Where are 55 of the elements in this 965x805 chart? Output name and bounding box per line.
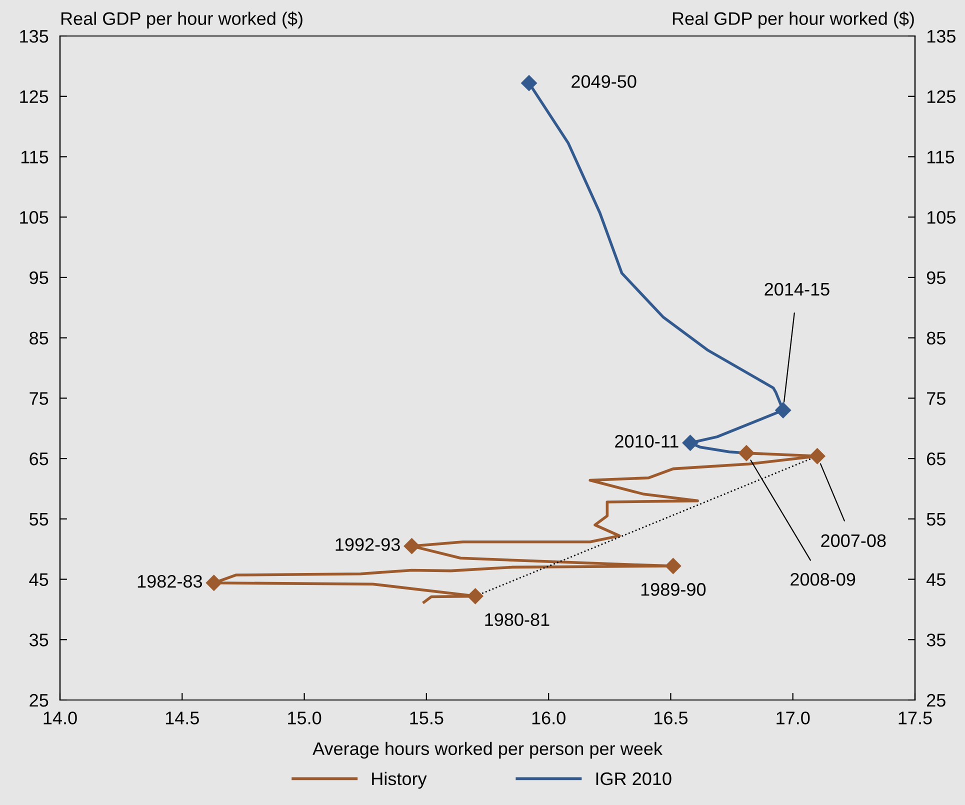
annotation: 1992-93	[336, 538, 400, 551]
y2-tick-label: 25	[927, 694, 946, 707]
point	[467, 588, 484, 604]
y-tick-label: 65	[30, 452, 48, 466]
point	[206, 574, 222, 592]
x-tick-label: 17.5	[898, 712, 932, 724]
y-tick-label: 35	[29, 634, 48, 646]
y2-tick-label: 125	[927, 90, 956, 104]
legend-label: History	[372, 772, 427, 789]
y-tick-label: 125	[20, 90, 48, 104]
y-tick-label: 115	[21, 150, 48, 164]
y2-tick-label: 55	[926, 513, 946, 526]
annotation: 2007-08	[821, 534, 886, 548]
y-tick-label: 95	[30, 271, 48, 284]
y2-tick-label: 65	[927, 452, 946, 466]
y-tick-label: 75	[30, 392, 48, 405]
y-tick-label: 25	[30, 694, 48, 707]
x-tick-label: 16.0	[532, 712, 566, 724]
point	[682, 434, 698, 452]
y-tick-label: 135	[20, 30, 48, 43]
x-tick-label: 17.0	[776, 712, 810, 724]
x-tick-label: 14.5	[166, 712, 199, 724]
y2-tick-label: 75	[927, 392, 946, 405]
x-tick-label: 14.0	[44, 712, 77, 724]
annotation: 2010-11	[615, 434, 678, 448]
x-axis-title: Average hours worked per person per week	[312, 742, 663, 759]
annotation: 1982-83	[138, 574, 202, 588]
y2-tick-label: 45	[926, 573, 946, 586]
legend-label: IGR 2010	[596, 772, 672, 786]
point	[520, 74, 538, 92]
annotation: 2014-15	[764, 282, 830, 296]
x-tick-label: 15.0	[288, 712, 322, 724]
y2-tick-label: 35	[926, 634, 946, 646]
point	[809, 448, 826, 464]
x-tick-label: 15.5	[410, 712, 444, 724]
y2-axis-title: Real GDP per hour worked ($)	[672, 11, 914, 29]
point	[664, 558, 682, 574]
point	[738, 444, 755, 462]
annotation: 1989-90	[641, 583, 706, 596]
point	[404, 538, 420, 554]
annotation: 2049-50	[572, 75, 636, 88]
annotation: 1980-81	[485, 613, 550, 626]
annotation: 2008-09	[790, 572, 856, 586]
y2-tick-label: 105	[927, 211, 956, 224]
y2-tick-label: 85	[926, 332, 946, 345]
y2-tick-label: 135	[927, 30, 956, 43]
y-tick-label: 105	[20, 211, 48, 224]
y-tick-label: 45	[29, 573, 48, 586]
y-tick-label: 85	[30, 332, 48, 345]
point	[774, 402, 792, 418]
y-tick-label: 55	[30, 513, 48, 526]
y2-tick-label: 115	[927, 150, 954, 164]
y2-tick-label: 95	[926, 271, 946, 284]
y-axis-title: Real GDP per hour worked ($)	[61, 11, 302, 29]
x-tick-label: 16.5	[654, 712, 688, 724]
